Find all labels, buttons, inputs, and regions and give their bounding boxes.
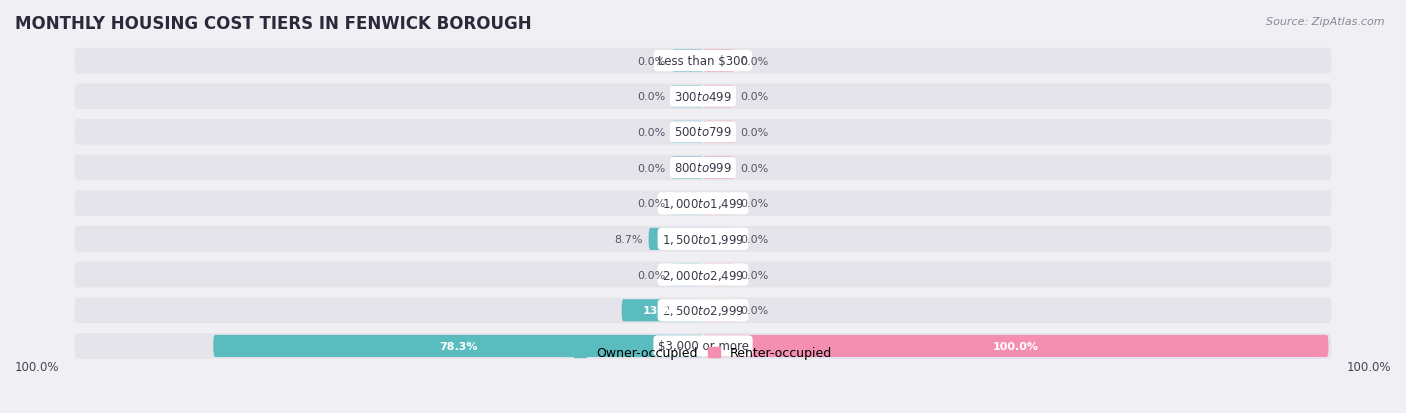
Text: Source: ZipAtlas.com: Source: ZipAtlas.com [1267, 17, 1385, 26]
FancyBboxPatch shape [703, 86, 734, 108]
FancyBboxPatch shape [703, 228, 734, 250]
FancyBboxPatch shape [703, 299, 734, 322]
Text: 0.0%: 0.0% [741, 270, 769, 280]
Text: 0.0%: 0.0% [741, 234, 769, 244]
Text: 0.0%: 0.0% [741, 92, 769, 102]
Text: 0.0%: 0.0% [741, 163, 769, 173]
Text: $800 to $999: $800 to $999 [673, 161, 733, 175]
Legend: Owner-occupied, Renter-occupied: Owner-occupied, Renter-occupied [568, 342, 838, 365]
Text: 78.3%: 78.3% [439, 341, 478, 351]
Text: $1,500 to $1,999: $1,500 to $1,999 [662, 233, 744, 246]
Text: 0.0%: 0.0% [637, 199, 665, 209]
FancyBboxPatch shape [648, 228, 703, 250]
FancyBboxPatch shape [672, 121, 703, 144]
Text: 0.0%: 0.0% [741, 128, 769, 138]
FancyBboxPatch shape [75, 191, 1331, 216]
Text: $300 to $499: $300 to $499 [673, 90, 733, 103]
FancyBboxPatch shape [75, 226, 1331, 252]
Text: 0.0%: 0.0% [741, 306, 769, 316]
Text: Less than $300: Less than $300 [658, 55, 748, 68]
FancyBboxPatch shape [703, 50, 734, 72]
Text: 8.7%: 8.7% [614, 234, 643, 244]
Text: 0.0%: 0.0% [741, 199, 769, 209]
FancyBboxPatch shape [703, 157, 734, 179]
FancyBboxPatch shape [214, 335, 703, 357]
FancyBboxPatch shape [672, 86, 703, 108]
FancyBboxPatch shape [621, 299, 703, 322]
FancyBboxPatch shape [75, 333, 1331, 359]
Text: 0.0%: 0.0% [637, 128, 665, 138]
FancyBboxPatch shape [75, 155, 1331, 181]
Text: 100.0%: 100.0% [993, 341, 1039, 351]
FancyBboxPatch shape [75, 49, 1331, 74]
Text: $2,000 to $2,499: $2,000 to $2,499 [662, 268, 744, 282]
Text: $2,500 to $2,999: $2,500 to $2,999 [662, 304, 744, 318]
FancyBboxPatch shape [672, 157, 703, 179]
FancyBboxPatch shape [703, 193, 734, 215]
Text: 0.0%: 0.0% [637, 92, 665, 102]
FancyBboxPatch shape [703, 335, 1329, 357]
FancyBboxPatch shape [672, 50, 703, 72]
FancyBboxPatch shape [75, 298, 1331, 323]
FancyBboxPatch shape [672, 264, 703, 286]
FancyBboxPatch shape [75, 262, 1331, 288]
Text: $500 to $799: $500 to $799 [673, 126, 733, 139]
FancyBboxPatch shape [703, 121, 734, 144]
Text: 0.0%: 0.0% [637, 57, 665, 66]
Text: 100.0%: 100.0% [15, 360, 59, 373]
Text: 0.0%: 0.0% [637, 163, 665, 173]
FancyBboxPatch shape [703, 264, 734, 286]
Text: MONTHLY HOUSING COST TIERS IN FENWICK BOROUGH: MONTHLY HOUSING COST TIERS IN FENWICK BO… [15, 15, 531, 33]
Text: 100.0%: 100.0% [1347, 360, 1391, 373]
FancyBboxPatch shape [75, 84, 1331, 110]
Text: $1,000 to $1,499: $1,000 to $1,499 [662, 197, 744, 211]
Text: 13.0%: 13.0% [643, 306, 682, 316]
FancyBboxPatch shape [672, 193, 703, 215]
Text: 0.0%: 0.0% [637, 270, 665, 280]
Text: 0.0%: 0.0% [741, 57, 769, 66]
Text: $3,000 or more: $3,000 or more [658, 339, 748, 353]
FancyBboxPatch shape [75, 120, 1331, 145]
